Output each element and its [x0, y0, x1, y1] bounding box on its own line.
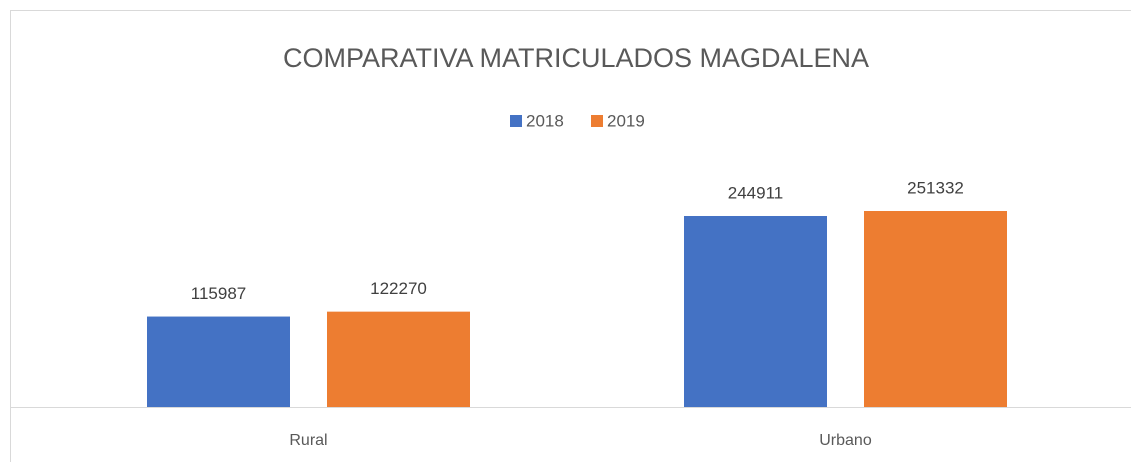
bar — [864, 211, 1007, 407]
legend-label: 2019 — [607, 111, 645, 130]
x-tick-label: Urbano — [819, 432, 872, 449]
data-label: 244911 — [728, 183, 783, 202]
bar — [684, 216, 827, 407]
data-label: 251332 — [907, 178, 964, 197]
bar — [147, 316, 290, 407]
chart-title: COMPARATIVA MATRICULADOS MAGDALENA — [283, 43, 869, 73]
x-tick-label: Rural — [289, 432, 327, 449]
legend-swatch — [510, 115, 522, 127]
data-label: 122270 — [370, 279, 427, 298]
data-label: 115987 — [191, 284, 246, 303]
legend-swatch — [591, 115, 603, 127]
legend-label: 2018 — [526, 111, 564, 130]
bar — [327, 311, 470, 407]
